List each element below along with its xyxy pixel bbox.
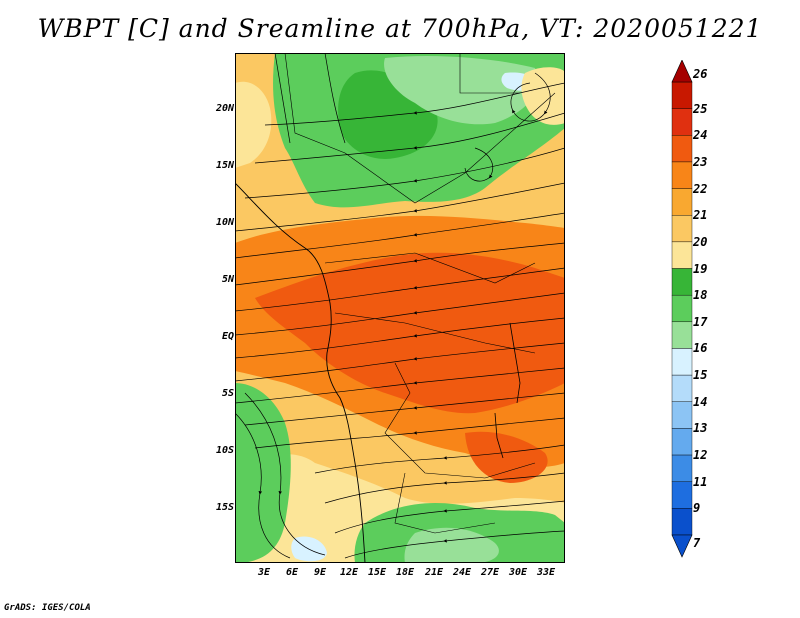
colorbar-label: 14 xyxy=(693,394,708,409)
lon-label-33e: 33E xyxy=(536,567,556,578)
colorbar-label: 22 xyxy=(693,181,708,196)
colorbar-cell xyxy=(671,294,693,323)
lon-label-24e: 24E xyxy=(452,567,472,578)
colorbar-cell xyxy=(671,108,693,136)
colorbar-label: 7 xyxy=(693,536,701,550)
field-23c-south xyxy=(465,431,548,483)
colorbar-label: 11 xyxy=(693,474,708,489)
colorbar-label: 17 xyxy=(693,314,708,329)
field-pale-north xyxy=(384,56,538,125)
lat-label-10n: 10N xyxy=(215,217,234,228)
colorbar-label: 21 xyxy=(693,208,708,223)
colorbar-cell xyxy=(671,81,693,109)
colorbar-cell xyxy=(671,481,693,509)
colorbar xyxy=(671,60,693,558)
colorbar-label: 9 xyxy=(693,501,701,516)
lat-label-eq: EQ xyxy=(221,331,234,342)
colorbar-label: 20 xyxy=(693,234,708,249)
colorbar-cell xyxy=(671,135,693,163)
field-23c-core xyxy=(255,252,565,414)
lat-label-15s: 15S xyxy=(215,502,234,513)
lon-label-6e: 6E xyxy=(285,567,299,578)
colorbar-label: 13 xyxy=(693,421,708,436)
lakes xyxy=(494,322,521,459)
lat-label-10s: 10S xyxy=(215,445,234,456)
colorbar-cell xyxy=(671,321,693,349)
colorbar-cell xyxy=(671,401,693,429)
lon-label-21e: 21E xyxy=(424,567,444,578)
field-pale-northwest xyxy=(235,81,272,168)
lon-label-18e: 18E xyxy=(395,567,415,578)
field-cold-southwest xyxy=(291,536,327,562)
streamlines xyxy=(235,53,565,559)
colorbar-cell xyxy=(671,428,693,456)
colorbar-cell xyxy=(671,348,693,376)
colorbar-cell xyxy=(671,508,693,536)
lat-label-20n: 20N xyxy=(215,103,234,114)
colorbar-cell xyxy=(671,268,693,296)
lon-label-9e: 9E xyxy=(313,567,327,578)
colorbar-label: 15 xyxy=(693,368,708,383)
colorbar-label: 23 xyxy=(693,154,708,169)
colorbar-cell xyxy=(671,215,693,243)
wbpt-map xyxy=(235,53,565,563)
lat-label-15n: 15N xyxy=(215,160,234,171)
lon-label-12e: 12E xyxy=(339,567,359,578)
colorbar-label: 25 xyxy=(693,101,708,116)
colorbar-label: 18 xyxy=(693,288,708,303)
colorbar-label: 12 xyxy=(693,448,708,463)
lat-label-5s: 5S xyxy=(221,388,234,399)
colorbar-cell xyxy=(671,241,693,269)
lat-label-5n: 5N xyxy=(221,274,234,285)
colorbar-top-arrow xyxy=(671,60,693,83)
lon-label-27e: 27E xyxy=(480,567,500,578)
colorbar-cell xyxy=(671,161,693,189)
field-green-southwest xyxy=(235,383,291,563)
colorbar-label: 26 xyxy=(693,67,708,81)
colorbar-bottom-arrow xyxy=(671,534,693,558)
colorbar-cell xyxy=(671,188,693,216)
colorbar-label: 24 xyxy=(693,128,708,143)
colorbar-label: 19 xyxy=(693,261,708,276)
field-green-southcenter xyxy=(404,527,499,563)
lon-label-15e: 15E xyxy=(367,567,387,578)
credit-label: GrADS: IGES/COLA xyxy=(4,603,91,613)
country-borders xyxy=(284,53,556,534)
lon-label-30e: 30E xyxy=(508,567,528,578)
map-title: WBPT [C] and Sreamline at 700hPa, VT: 20… xyxy=(37,14,763,43)
colorbar-cell xyxy=(671,374,693,402)
lon-label-3e: 3E xyxy=(257,567,271,578)
colorbar-cell xyxy=(671,454,693,482)
coastline xyxy=(235,182,366,563)
colorbar-label: 16 xyxy=(693,341,708,356)
